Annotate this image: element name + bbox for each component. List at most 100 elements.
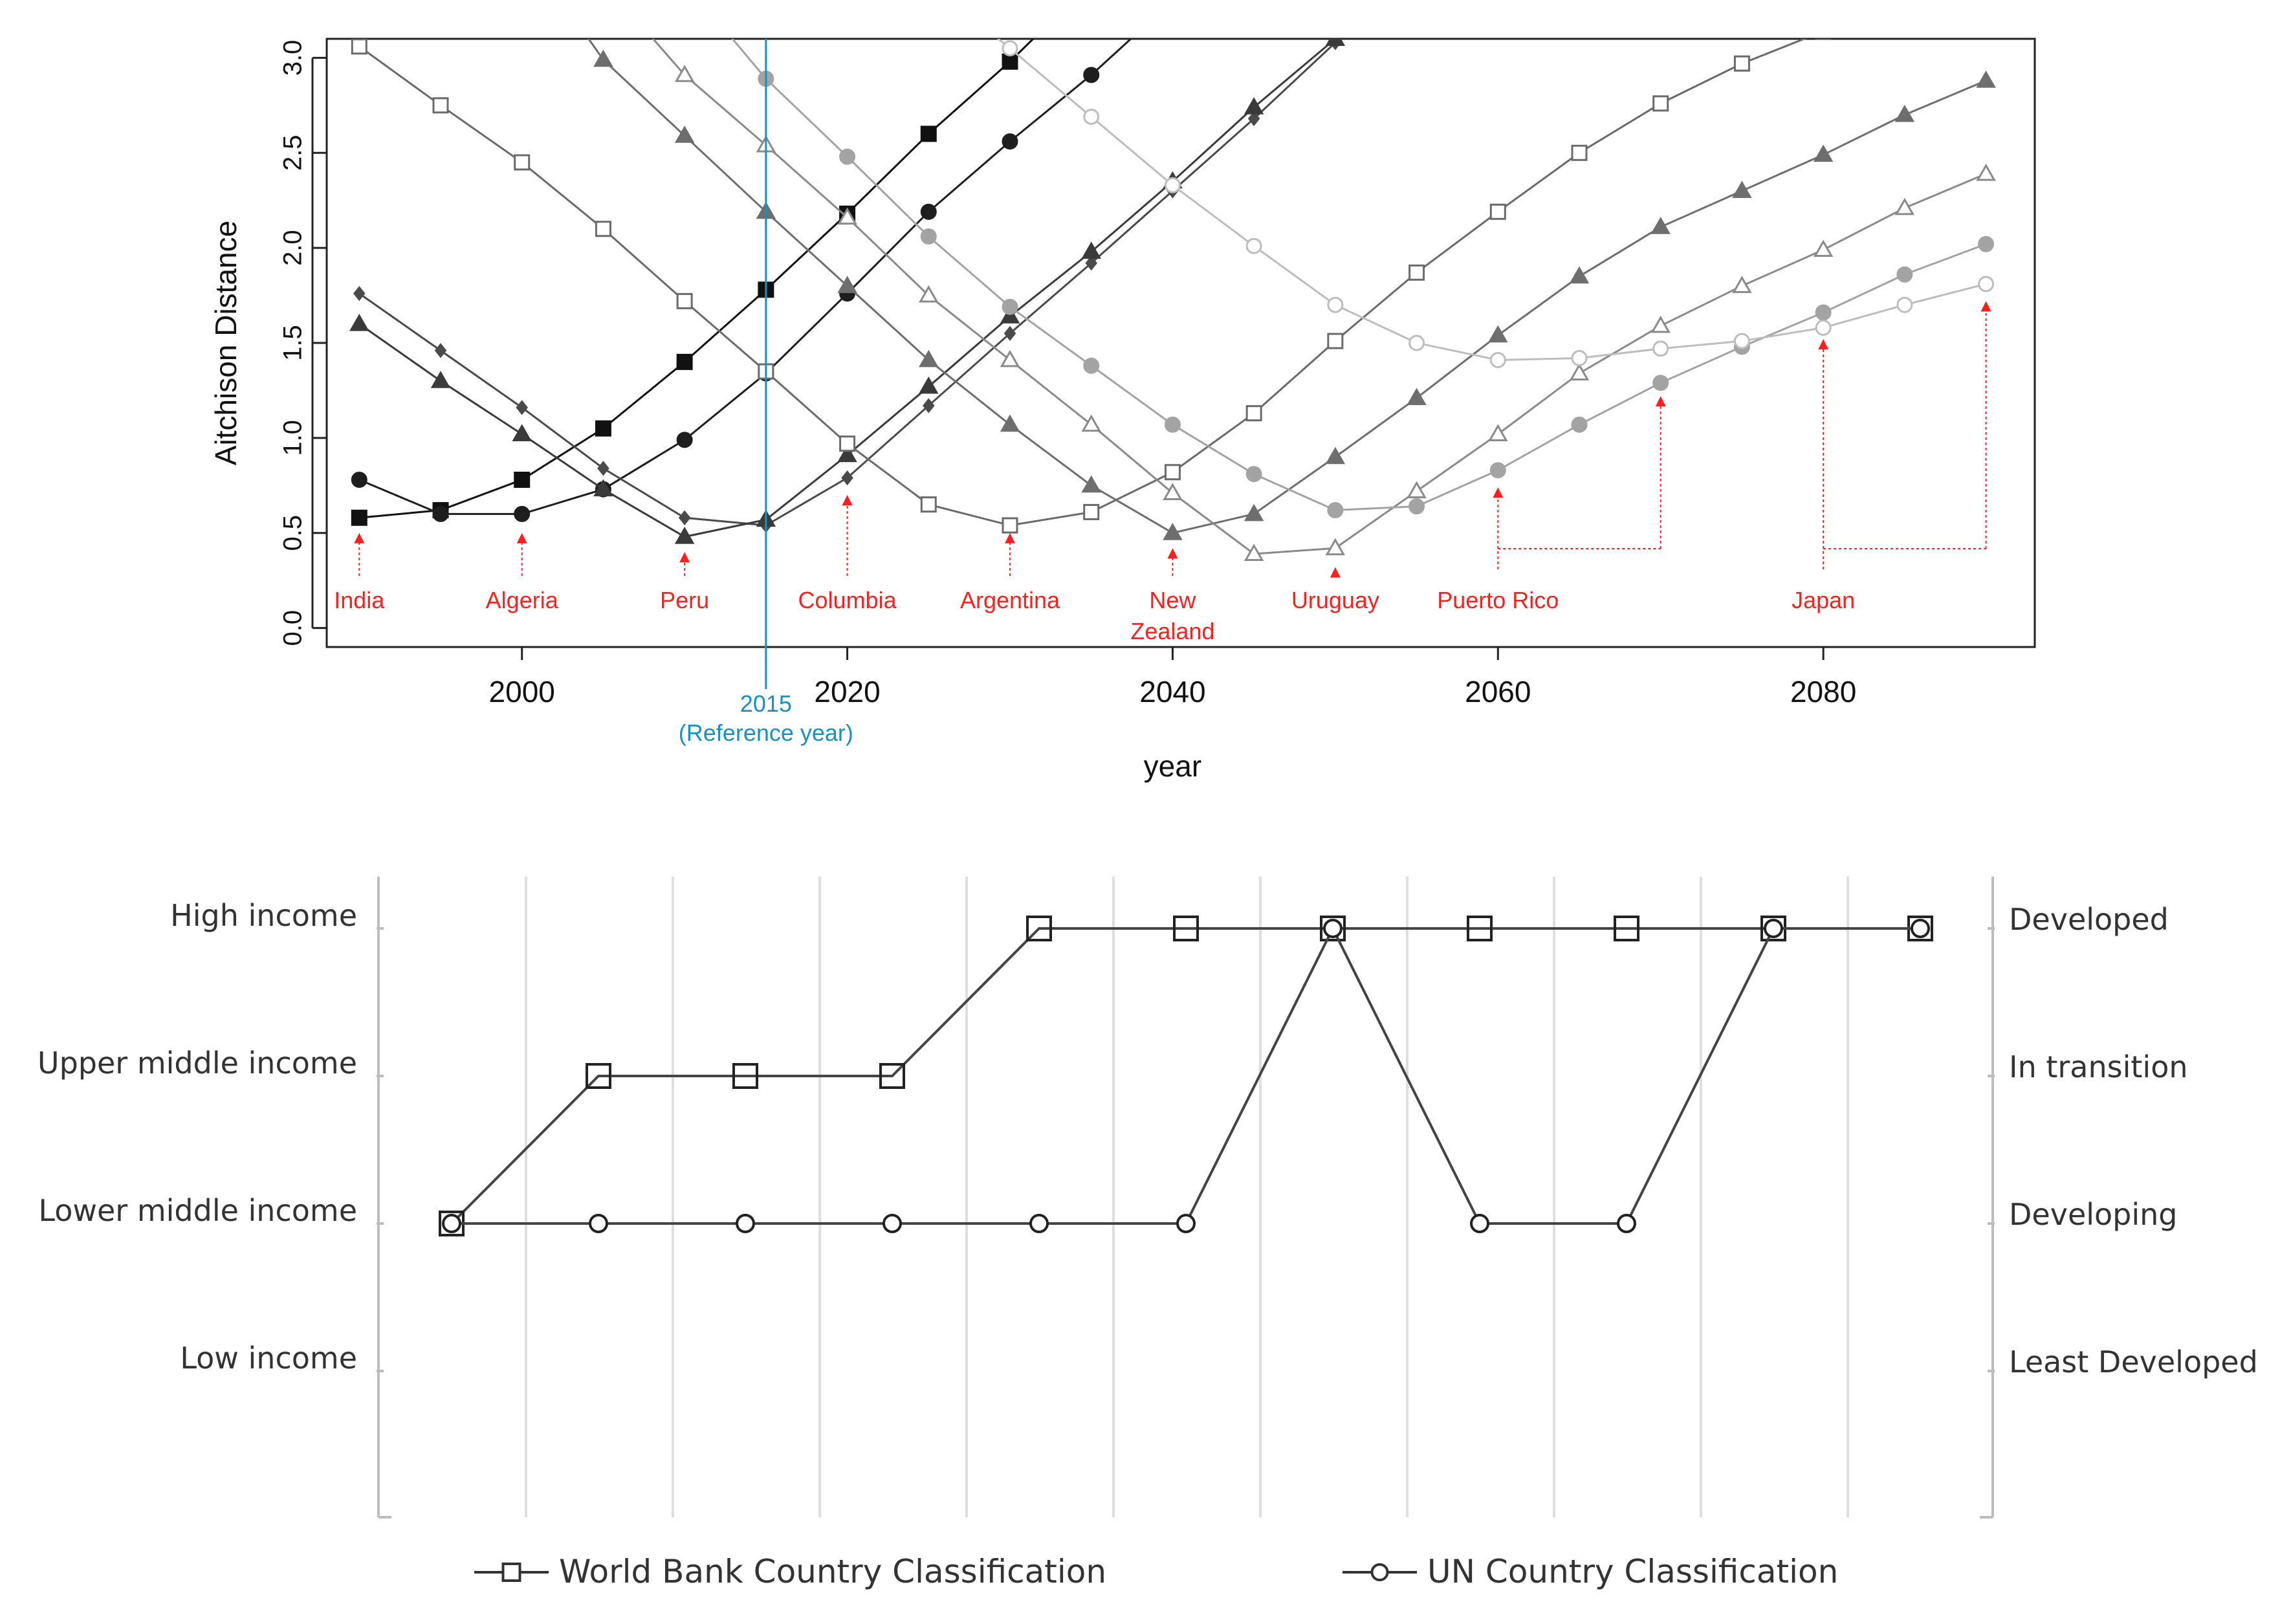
annotation-arrowhead — [1818, 339, 1829, 350]
annotation-uruguay: Uruguay — [1291, 567, 1379, 613]
data-point — [1571, 350, 1588, 366]
y-tick-label: 2.0 — [279, 230, 307, 266]
classification-point — [879, 1063, 905, 1089]
series-line — [359, 39, 1035, 519]
classification-point — [1911, 919, 1930, 938]
classification-point — [586, 1063, 611, 1089]
data-point — [1652, 95, 1669, 112]
data-point — [1489, 203, 1506, 220]
classification-point — [1614, 916, 1639, 941]
classification-point — [1467, 916, 1493, 941]
annotation-arrowhead — [1493, 487, 1504, 498]
data-point — [923, 398, 935, 413]
annotation-arrowhead — [1655, 396, 1666, 407]
annotation-arrowhead — [1005, 532, 1015, 543]
annotation-arrowhead — [354, 532, 365, 543]
annotation-argentina: Argentina — [960, 532, 1060, 613]
data-point — [1245, 237, 1262, 254]
x-tick-label: 2020 — [814, 675, 880, 708]
data-point — [841, 470, 853, 486]
data-point — [1732, 276, 1752, 293]
y-tick-label: 0.0 — [279, 610, 307, 646]
left-category-label: Lower middle income — [38, 1193, 357, 1228]
data-point — [1978, 236, 1995, 252]
data-point — [1489, 462, 1506, 479]
reference-year-line: 2015(Reference year) — [679, 39, 853, 746]
data-point — [839, 435, 856, 452]
data-point — [1244, 543, 1264, 562]
data-point — [1002, 53, 1018, 70]
x-axis-title: year — [1144, 749, 1201, 783]
annotation-india: India — [334, 532, 385, 613]
classification-series-1 — [442, 919, 1930, 1233]
data-point — [1002, 298, 1018, 315]
right-category-label: In transition — [2009, 1049, 2188, 1084]
data-point — [514, 154, 531, 171]
data-point — [430, 371, 451, 388]
right-category-label: Least Developed — [2009, 1344, 2258, 1379]
x-axis-ticks: 2000 2020 2040 2060 2080 — [489, 647, 1856, 708]
classification-chart: High income Upper middle income Lower midd… — [38, 877, 2258, 1590]
y-tick-label: 1.5 — [279, 325, 307, 361]
annotation-arrowhead — [679, 552, 690, 563]
data-point — [593, 479, 613, 497]
data-point — [1733, 333, 1750, 349]
data-point — [920, 203, 937, 220]
country-annotations: India Algeria Peru Columbia Argentina New Zeal… — [334, 301, 1991, 644]
data-point — [919, 285, 939, 303]
classification-point — [1323, 919, 1343, 938]
data-point — [1571, 416, 1588, 433]
series-7 — [731, 39, 1995, 518]
x-tick-label: 2000 — [489, 675, 555, 708]
y-axis-title: Aitchison Distance — [209, 221, 243, 465]
data-point — [351, 509, 367, 526]
un-category-labels: Developed In transition Developing Least De… — [2009, 902, 2258, 1379]
data-point — [1813, 239, 1834, 258]
data-point — [920, 228, 937, 245]
data-point — [512, 424, 532, 441]
data-point — [1815, 320, 1832, 336]
classification-series-0 — [439, 916, 1933, 1236]
data-point — [1327, 333, 1344, 349]
series-5 — [587, 39, 1996, 540]
annotation-japan: Japan — [1792, 301, 1991, 613]
data-point — [678, 510, 691, 525]
data-point — [1164, 177, 1181, 193]
grid-lines — [525, 877, 1849, 1517]
series-6 — [652, 39, 1996, 562]
classification-series — [439, 916, 1933, 1236]
legend-marker — [1370, 1563, 1389, 1581]
x-tick-label: 2080 — [1790, 675, 1856, 708]
data-point — [597, 461, 609, 476]
data-point — [837, 276, 857, 293]
data-point — [1083, 67, 1100, 83]
annotation-algeria: Algeria — [486, 532, 559, 613]
data-point — [1325, 538, 1346, 556]
data-point — [1733, 55, 1750, 72]
classification-point — [589, 1214, 608, 1233]
data-point — [919, 349, 939, 368]
data-point — [1409, 335, 1425, 351]
y-tick-label: 1.0 — [279, 420, 307, 456]
data-point — [353, 286, 366, 302]
classification-point — [1029, 1214, 1049, 1233]
left-category-label: Upper middle income — [38, 1046, 357, 1081]
data-point — [1976, 70, 1996, 88]
data-point — [1650, 315, 1671, 333]
annotation-label: Peru — [660, 587, 709, 613]
data-point — [514, 505, 531, 522]
annotation-peru: Peru — [660, 552, 709, 613]
data-point — [674, 65, 695, 82]
data-point — [1325, 446, 1346, 465]
data-point — [676, 432, 693, 448]
data-point — [676, 292, 693, 309]
classification-point — [732, 1063, 758, 1089]
annotation-arrowhead — [516, 532, 527, 543]
data-point — [516, 400, 528, 415]
series-line — [358, 39, 1337, 538]
data-point — [1244, 503, 1264, 521]
series-3 — [349, 39, 1346, 544]
classification-point — [1176, 1214, 1196, 1233]
data-point — [920, 496, 937, 513]
